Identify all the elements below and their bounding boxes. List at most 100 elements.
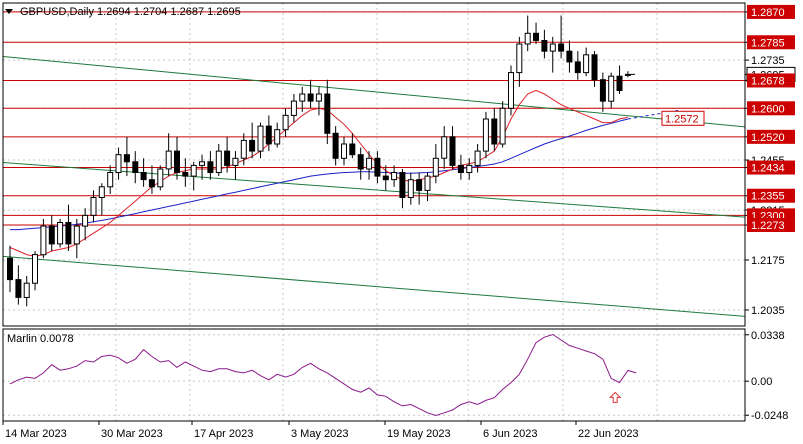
price-level-tag-label: 1.2273	[751, 220, 785, 232]
candle	[199, 154, 205, 180]
candle-body-bear	[416, 179, 423, 191]
ma-value-box	[661, 110, 705, 126]
candle-body-bull	[391, 172, 398, 181]
time-tick-label: 19 May 2023	[387, 428, 451, 440]
candle-body-bull	[32, 254, 38, 284]
candle-body-bull	[524, 32, 531, 45]
candle	[424, 172, 431, 202]
marlin-line	[9, 333, 637, 417]
candle	[591, 51, 598, 87]
candle	[549, 36, 556, 73]
trend-line-3[interactable]	[2, 255, 746, 317]
price-tick-label: 1.2735	[751, 55, 785, 67]
candle	[533, 22, 539, 45]
candle	[48, 215, 55, 252]
candle	[583, 47, 590, 77]
candle	[558, 15, 565, 59]
candle	[82, 208, 89, 241]
candle	[182, 158, 189, 187]
candle-body-bull	[165, 150, 172, 170]
candle	[107, 165, 114, 194]
candle	[541, 29, 548, 59]
candle-body-bull	[341, 143, 347, 159]
candle-body-bear	[224, 150, 231, 166]
time-tick-label: 30 Mar 2023	[101, 428, 163, 440]
candle	[366, 151, 373, 180]
candle	[399, 168, 406, 209]
candle	[357, 147, 364, 180]
candle	[7, 245, 13, 293]
candle	[224, 136, 231, 173]
dropdown-arrow-icon[interactable]	[5, 9, 13, 14]
candle-body-bear	[399, 172, 406, 198]
candle-body-bull	[190, 164, 197, 177]
candle-body-bear	[491, 118, 498, 145]
candle-body-bull	[257, 125, 264, 152]
price-level-tag	[747, 129, 795, 144]
candle	[23, 276, 30, 307]
candle-body-bull	[107, 172, 114, 188]
candle-body-bear	[207, 161, 214, 174]
candle	[299, 86, 306, 112]
candle-body-bull	[57, 222, 64, 245]
price-level-tag	[747, 217, 795, 232]
candle	[115, 147, 122, 180]
candle	[307, 79, 314, 109]
candle	[282, 108, 289, 137]
candle-body-bear	[123, 154, 130, 163]
candle	[174, 136, 180, 180]
candle-body-bull	[23, 282, 30, 299]
candle-body-bull	[608, 75, 615, 102]
candle	[449, 126, 456, 169]
price-level-tag-label: 1.2355	[751, 191, 785, 203]
candle	[32, 251, 38, 291]
candle	[391, 165, 398, 187]
candle-body-bull	[499, 107, 506, 145]
candle-body-bear	[541, 40, 548, 52]
blue-moving-average-line	[10, 118, 629, 231]
price-level-tag	[747, 188, 795, 203]
candle-body-bear	[558, 43, 565, 52]
candle	[482, 111, 489, 159]
trend-line-1[interactable]	[2, 56, 746, 128]
candle-body-bull	[115, 154, 122, 173]
candle-body-bear	[374, 157, 381, 177]
candle-body-bear	[382, 175, 389, 181]
candles	[7, 15, 635, 307]
price-axis: 1.28701.27851.27351.26951.26781.26001.25…	[745, 4, 796, 422]
candle-body-bull	[482, 118, 489, 152]
price-tick-label: 1.2175	[751, 255, 785, 267]
candle	[524, 15, 531, 52]
candle-body-bull	[299, 93, 306, 102]
candle-body-bear	[566, 50, 573, 63]
candle	[290, 94, 297, 123]
candle-body-bear	[533, 32, 539, 41]
osc-tick-label: -0.0248	[751, 410, 788, 422]
candle	[165, 133, 172, 177]
price-level-tag	[747, 35, 795, 50]
candle	[315, 86, 322, 116]
candle	[432, 143, 439, 184]
time-axis: 14 Mar 2023 30 Mar 2023 17 Apr 2023 3 May 2…	[2, 421, 639, 440]
price-level-tag-label: 1.2678	[751, 75, 785, 87]
candle-body-bull	[315, 93, 322, 102]
candle-body-bull	[407, 179, 414, 198]
ma-value-label: 1.2572	[665, 113, 699, 125]
price-level-tag-label: 1.2870	[751, 7, 785, 19]
candle	[324, 79, 331, 144]
candle	[232, 151, 239, 180]
candle	[265, 115, 272, 152]
candle-body-bear	[182, 172, 189, 177]
time-tick-label: 6 Jun 2023	[483, 428, 537, 440]
candle-body-bull	[157, 168, 164, 188]
candle-body-bear	[449, 136, 456, 166]
candle-body-bull	[441, 136, 448, 159]
candle	[15, 265, 22, 305]
candle	[516, 36, 523, 87]
candle-body-bear	[357, 154, 364, 170]
candle	[491, 108, 498, 152]
candle	[57, 218, 64, 248]
oscillator-panel-frame	[2, 328, 746, 422]
